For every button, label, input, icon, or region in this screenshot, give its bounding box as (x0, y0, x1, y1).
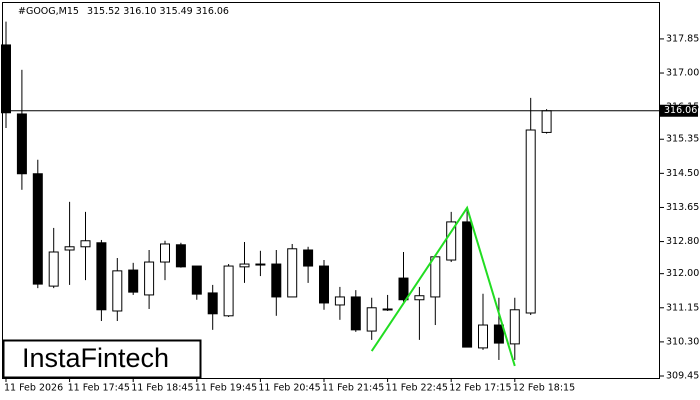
candle-body-bear (96, 242, 107, 311)
candle-body-bull (414, 295, 425, 301)
x-tick-label: 11 Feb 21:45 (322, 383, 384, 394)
candle-body-bull (509, 309, 520, 345)
candle-body-bear (1, 44, 11, 114)
y-tick-label: 312.00 (666, 268, 699, 279)
candle-body-bull (366, 307, 377, 332)
plot-frame (2, 2, 660, 379)
x-tick-label: 11 Feb 2026 (4, 383, 63, 394)
candle-body-bull (525, 129, 536, 314)
y-tick-label: 313.65 (666, 202, 699, 213)
y-tick-label: 315.35 (666, 134, 699, 145)
candle-body-bull (112, 270, 123, 312)
candle-body-bear (32, 173, 43, 285)
candle-body-bear (303, 249, 314, 267)
y-tick-label: 312.80 (666, 236, 699, 247)
candle-body-bear (271, 263, 282, 298)
y-tick-label: 309.45 (666, 370, 699, 381)
y-tick-label: 314.50 (666, 168, 699, 179)
y-tick-label: 311.15 (666, 302, 699, 313)
x-tick-label: 11 Feb 17:45 (68, 383, 130, 394)
candle-body-bull (334, 296, 345, 306)
x-tick-label: 11 Feb 19:45 (195, 383, 257, 394)
x-tick-label: 12 Feb 17:15 (449, 383, 511, 394)
logo: InstaFintech (22, 343, 169, 373)
pattern-line (370, 205, 516, 367)
symbol: #GOOG,M15 (18, 6, 79, 17)
candle-body-bull (64, 246, 75, 251)
candle-body-bull (255, 263, 266, 266)
chart-header: #GOOG,M15 315.52 316.10 315.49 316.06 (18, 6, 229, 17)
x-tick-label: 11 Feb 22:45 (386, 383, 448, 394)
candle-body-bear (191, 265, 202, 295)
y-tick-label: 317.85 (666, 33, 699, 44)
candle-body-bull (446, 221, 457, 261)
candle-body-bull (144, 261, 155, 296)
candle-body-bull (382, 308, 393, 311)
candle-body-bear (350, 296, 361, 331)
candle-body-bull (223, 265, 234, 317)
candle-body-bear (493, 324, 504, 344)
logo-box (2, 339, 202, 379)
x-tick-label: 11 Feb 18:45 (131, 383, 193, 394)
candle-body-bull (478, 324, 488, 349)
candle-body-bear (319, 265, 329, 304)
candle-body-bear (175, 244, 186, 268)
y-tick-label: 317.00 (666, 68, 699, 79)
candle-body-bear (16, 113, 27, 175)
x-tick-label: 12 Feb 18:15 (513, 383, 575, 394)
candle-body-bull (160, 243, 170, 263)
candle-body-bear (462, 221, 473, 348)
candle-body-bull (48, 251, 59, 287)
ohlc: 315.52 316.10 315.49 316.06 (87, 6, 229, 17)
candle-body-bear (207, 292, 218, 315)
candle-body-bull (80, 240, 91, 248)
candle-body-bull (430, 256, 441, 298)
price-label-box (660, 104, 698, 117)
candle-body-bull (541, 110, 552, 133)
y-tick-label: 310.30 (666, 336, 699, 347)
candle-body-bear (128, 269, 139, 293)
candle-body-bear (398, 277, 409, 301)
price-label: 316.06 (664, 105, 697, 116)
candle-body-bull (287, 248, 298, 298)
x-tick-label: 11 Feb 20:45 (258, 383, 320, 394)
candle-body-bull (239, 263, 250, 268)
